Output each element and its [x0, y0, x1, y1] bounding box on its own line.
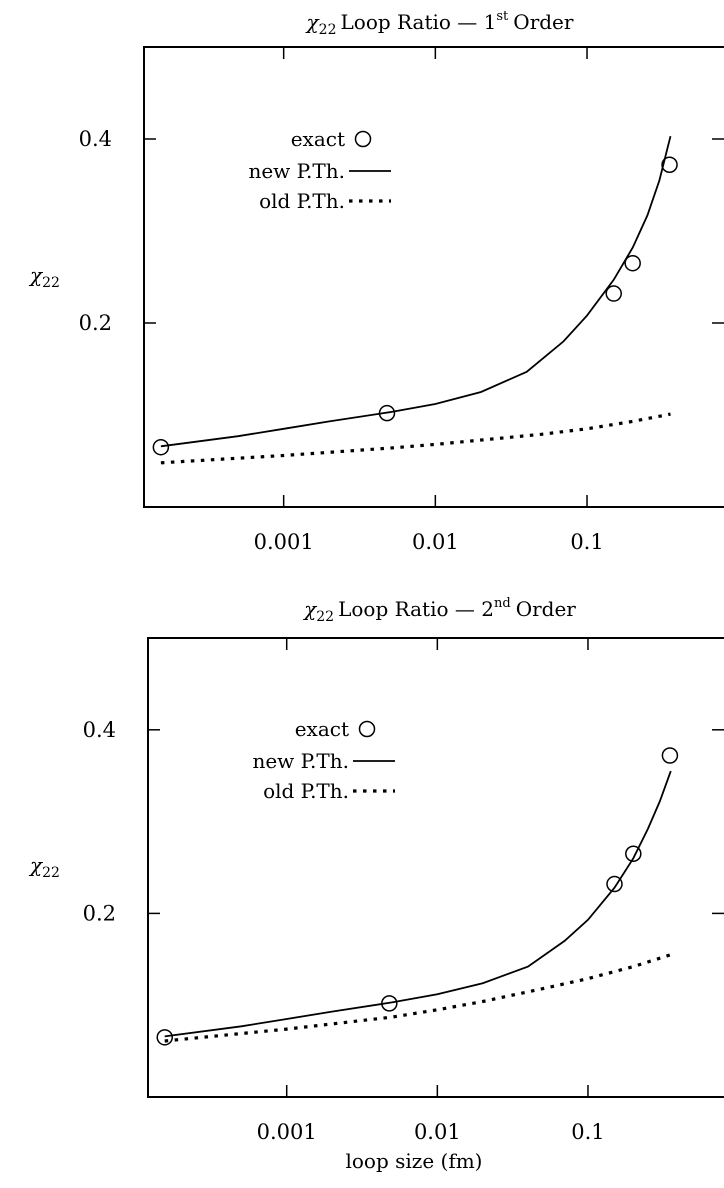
y-tick-label: 0.2: [83, 901, 116, 925]
data-point-exact: [156, 1029, 173, 1046]
x-axis-label: loop size (fm): [345, 1149, 482, 1173]
legend-marker-exact: [354, 130, 372, 148]
legend-label-old-p-th: old P.Th.: [259, 189, 345, 213]
legend-label-old-p-th: old P.Th.: [263, 779, 349, 803]
y-label-symbol: χ: [28, 263, 44, 287]
data-point-exact: [625, 845, 642, 862]
title-order-sup: st: [496, 9, 509, 24]
title-text: Loop Ratio — 2: [338, 597, 494, 621]
series-line-new-p-th: [164, 770, 672, 1038]
plot-frame: [143, 46, 724, 508]
series-line-new-p-th: [160, 135, 672, 448]
plot-frame: [147, 637, 724, 1098]
title-order-sup: nd: [494, 596, 511, 611]
title-symbol-sub: 22: [319, 22, 337, 38]
legend-label-exact: exact: [295, 717, 349, 741]
legend-label-new-p-th: new P.Th.: [252, 749, 349, 773]
legend-label-exact: exact: [291, 127, 345, 151]
legend-label-new-p-th: new P.Th.: [248, 159, 345, 183]
chart-title: χ22 Loop Ratio — 1st Order: [305, 9, 574, 38]
series-line-old-p-th: [160, 412, 671, 465]
data-point-exact: [152, 438, 170, 456]
x-tick-label: 0.001: [254, 530, 314, 554]
data-point-exact: [624, 254, 641, 272]
x-tick-label: 0.01: [412, 530, 459, 554]
data-point-exact: [605, 285, 622, 302]
x-tick-label: 0.1: [570, 530, 603, 554]
title-symbol-sub: 22: [316, 609, 334, 625]
y-label-sub: 22: [42, 275, 60, 291]
y-axis-label: χ22: [28, 853, 60, 881]
y-tick-label: 0.4: [83, 718, 116, 742]
title-symbol: χ: [305, 10, 321, 34]
title-symbol: χ: [302, 597, 318, 621]
x-tick-label: 0.1: [571, 1120, 604, 1144]
data-point-exact: [661, 747, 679, 764]
x-tick-label: 0.001: [257, 1120, 317, 1144]
y-tick-label: 0.2: [79, 311, 112, 335]
y-axis-label: χ22: [28, 263, 60, 291]
y-label-sub: 22: [42, 865, 60, 881]
series-line-old-p-th: [164, 953, 672, 1043]
data-point-exact: [606, 875, 623, 893]
y-tick-label: 0.4: [79, 127, 112, 151]
y-label-symbol: χ: [28, 853, 44, 877]
title-text: Loop Ratio — 1: [341, 10, 497, 34]
data-point-exact: [661, 156, 678, 174]
chart-title: χ22 Loop Ratio — 2nd Order: [302, 596, 576, 625]
legend-marker-exact: [358, 720, 376, 738]
title-suffix: Order: [516, 597, 577, 621]
x-tick-label: 0.01: [414, 1120, 461, 1144]
title-suffix: Order: [513, 10, 574, 34]
